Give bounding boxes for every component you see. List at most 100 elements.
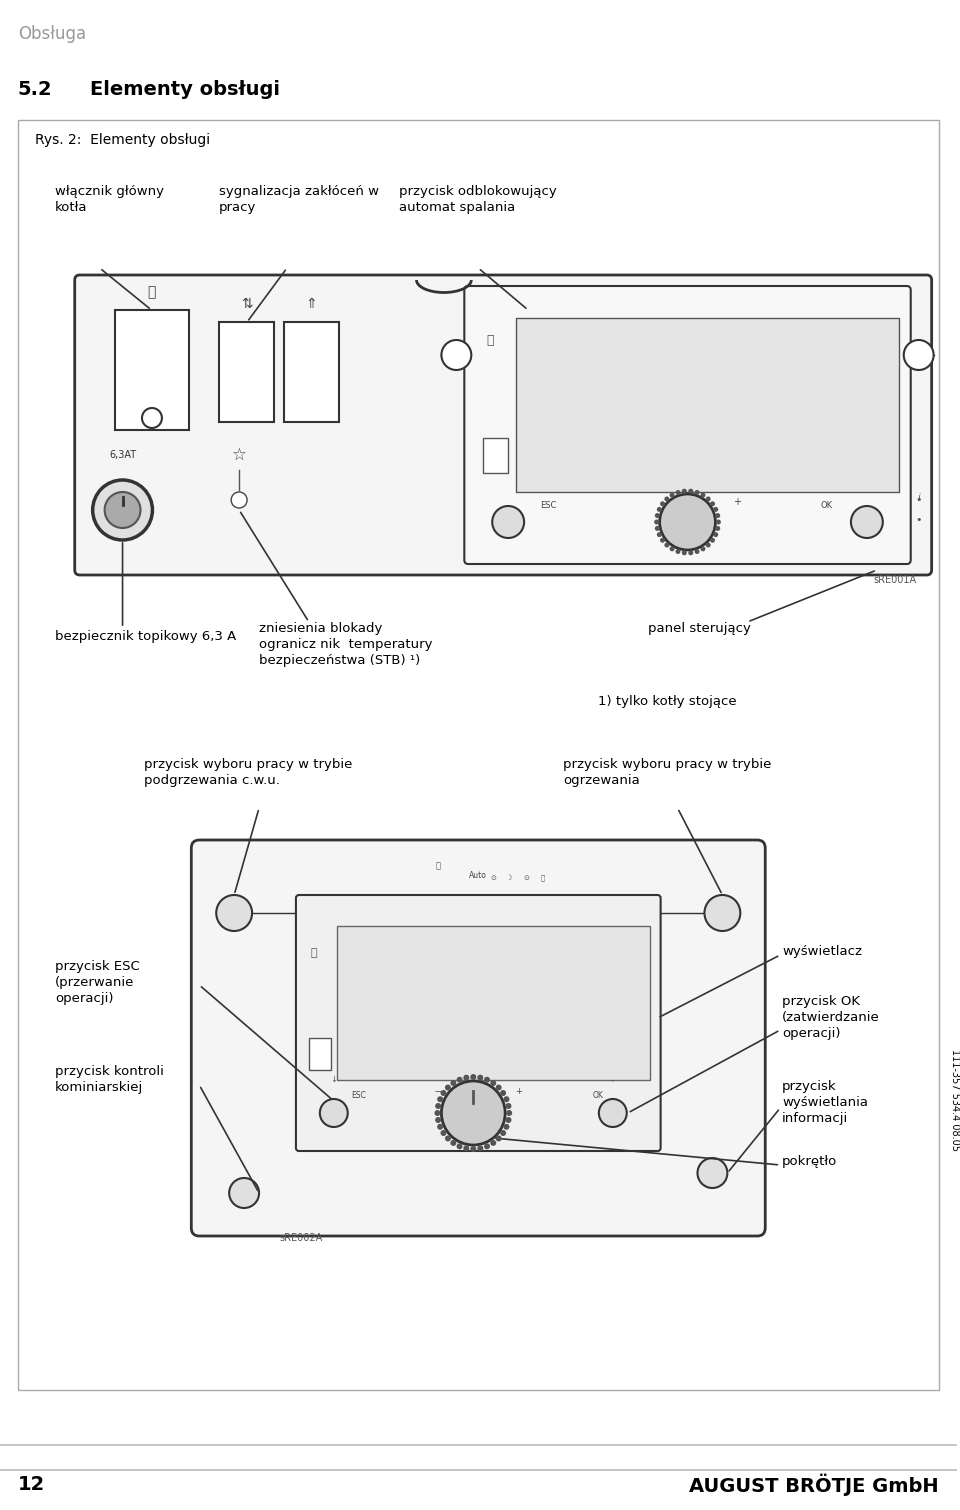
Circle shape	[457, 1143, 463, 1149]
Circle shape	[231, 492, 247, 507]
Circle shape	[660, 501, 665, 506]
Bar	[284, 322, 339, 421]
Text: ⇅: ⇅	[241, 297, 252, 311]
Text: 16: 16	[763, 458, 770, 462]
Text: zniesienia blokady
ogranicz nik  temperatury
bezpieczeństwa (STB) ¹): zniesienia blokady ogranicz nik temperat…	[259, 622, 433, 667]
Text: przycisk wyboru pracy w trybie
ogrzewania: przycisk wyboru pracy w trybie ogrzewani…	[563, 758, 771, 787]
Text: 12: 12	[18, 1475, 45, 1495]
Circle shape	[500, 1129, 506, 1136]
Circle shape	[503, 1096, 510, 1102]
Bar	[18, 119, 939, 1391]
Circle shape	[491, 1080, 496, 1086]
Text: •: •	[916, 515, 922, 525]
Text: przycisk wyboru pracy w trybie
podgrzewania c.w.u.: przycisk wyboru pracy w trybie podgrzewa…	[144, 758, 353, 787]
Text: ESC: ESC	[351, 1092, 366, 1101]
Circle shape	[500, 1090, 506, 1096]
Text: bezpiecznik topikowy 6,3 A: bezpiecznik topikowy 6,3 A	[55, 630, 236, 643]
Circle shape	[470, 1146, 476, 1152]
Circle shape	[695, 491, 700, 495]
Text: 24: 24	[883, 458, 890, 462]
Circle shape	[492, 506, 524, 538]
Circle shape	[710, 538, 715, 542]
Circle shape	[682, 550, 686, 556]
Circle shape	[229, 1178, 259, 1208]
Text: 8: 8	[442, 1055, 444, 1062]
Circle shape	[710, 501, 715, 506]
Circle shape	[495, 1084, 502, 1090]
Circle shape	[715, 513, 720, 518]
Circle shape	[713, 532, 718, 538]
Circle shape	[464, 1145, 469, 1151]
Circle shape	[599, 1099, 627, 1126]
Circle shape	[435, 1117, 441, 1123]
Text: Elementy obsługi: Elementy obsługi	[89, 80, 279, 100]
Circle shape	[698, 1158, 728, 1188]
Text: 12: 12	[703, 458, 710, 462]
Text: panel sterujący: panel sterujący	[648, 622, 751, 636]
Text: +: +	[733, 497, 741, 507]
Circle shape	[706, 497, 710, 501]
Text: ⛶: ⛶	[436, 862, 441, 870]
Text: 111-357 534.4 08.05: 111-357 534.4 08.05	[949, 1049, 960, 1151]
Text: pokrętło: pokrętło	[782, 1155, 837, 1169]
Circle shape	[503, 1123, 510, 1129]
FancyBboxPatch shape	[191, 840, 765, 1237]
Circle shape	[655, 525, 660, 532]
Text: +: +	[515, 1087, 521, 1096]
Circle shape	[435, 1110, 441, 1116]
Text: 60.0℃: 60.0℃	[678, 400, 737, 420]
Circle shape	[705, 895, 740, 932]
Circle shape	[450, 1080, 456, 1086]
Circle shape	[93, 480, 153, 541]
Text: ⛶: ⛶	[310, 948, 317, 957]
Text: ☽: ☽	[505, 874, 512, 880]
Text: 6,3AT: 6,3AT	[109, 450, 136, 461]
Text: 8: 8	[644, 458, 648, 462]
Text: ⊙: ⊙	[523, 874, 529, 880]
Circle shape	[437, 1123, 444, 1129]
Circle shape	[441, 1129, 446, 1136]
Circle shape	[654, 519, 660, 524]
Text: •: •	[916, 495, 922, 504]
FancyBboxPatch shape	[516, 319, 899, 492]
Circle shape	[688, 550, 693, 556]
Text: OK: OK	[821, 500, 833, 509]
Circle shape	[676, 491, 681, 495]
Circle shape	[706, 542, 710, 548]
Text: Auto: Auto	[730, 329, 746, 335]
Bar	[114, 310, 189, 430]
Text: ■  10:40  ◦: ■ 10:40 ◦	[675, 370, 750, 381]
Circle shape	[457, 1077, 463, 1083]
Text: ☆: ☆	[231, 445, 247, 464]
Circle shape	[506, 1110, 512, 1116]
Circle shape	[701, 492, 706, 498]
Circle shape	[441, 1090, 446, 1096]
Text: i: i	[918, 492, 920, 503]
Text: OK: OK	[592, 1092, 603, 1101]
Circle shape	[716, 519, 721, 524]
Circle shape	[664, 497, 669, 501]
Text: ⊙: ⊙	[709, 340, 715, 344]
Text: Kesseltemperatur: Kesseltemperatur	[345, 1031, 400, 1036]
Circle shape	[851, 506, 883, 538]
Circle shape	[701, 547, 706, 551]
Text: sRE001A: sRE001A	[874, 575, 917, 584]
Text: Obsługa: Obsługa	[18, 26, 86, 42]
Circle shape	[664, 542, 669, 548]
Circle shape	[506, 1102, 512, 1108]
Text: przycisk ESC
(przerwanie
operacji): przycisk ESC (przerwanie operacji)	[55, 960, 139, 1006]
Text: ⇑: ⇑	[305, 297, 317, 311]
Text: przycisk OK
(zatwierdzanie
operacji): przycisk OK (zatwierdzanie operacji)	[782, 995, 880, 1040]
Circle shape	[715, 525, 720, 532]
Circle shape	[657, 507, 661, 512]
Text: przycisk kontroli
kominiarskiej: przycisk kontroli kominiarskiej	[55, 1065, 163, 1095]
Circle shape	[444, 1084, 451, 1090]
Text: włącznik główny
kotła: włącznik główny kotła	[55, 186, 164, 214]
Text: przycisk odblokowujący
automat spalania: przycisk odblokowujący automat spalania	[398, 186, 556, 214]
Circle shape	[216, 895, 252, 932]
Circle shape	[444, 1136, 451, 1142]
Circle shape	[669, 547, 675, 551]
Circle shape	[506, 1117, 512, 1123]
FancyBboxPatch shape	[296, 895, 660, 1151]
Circle shape	[655, 513, 660, 518]
